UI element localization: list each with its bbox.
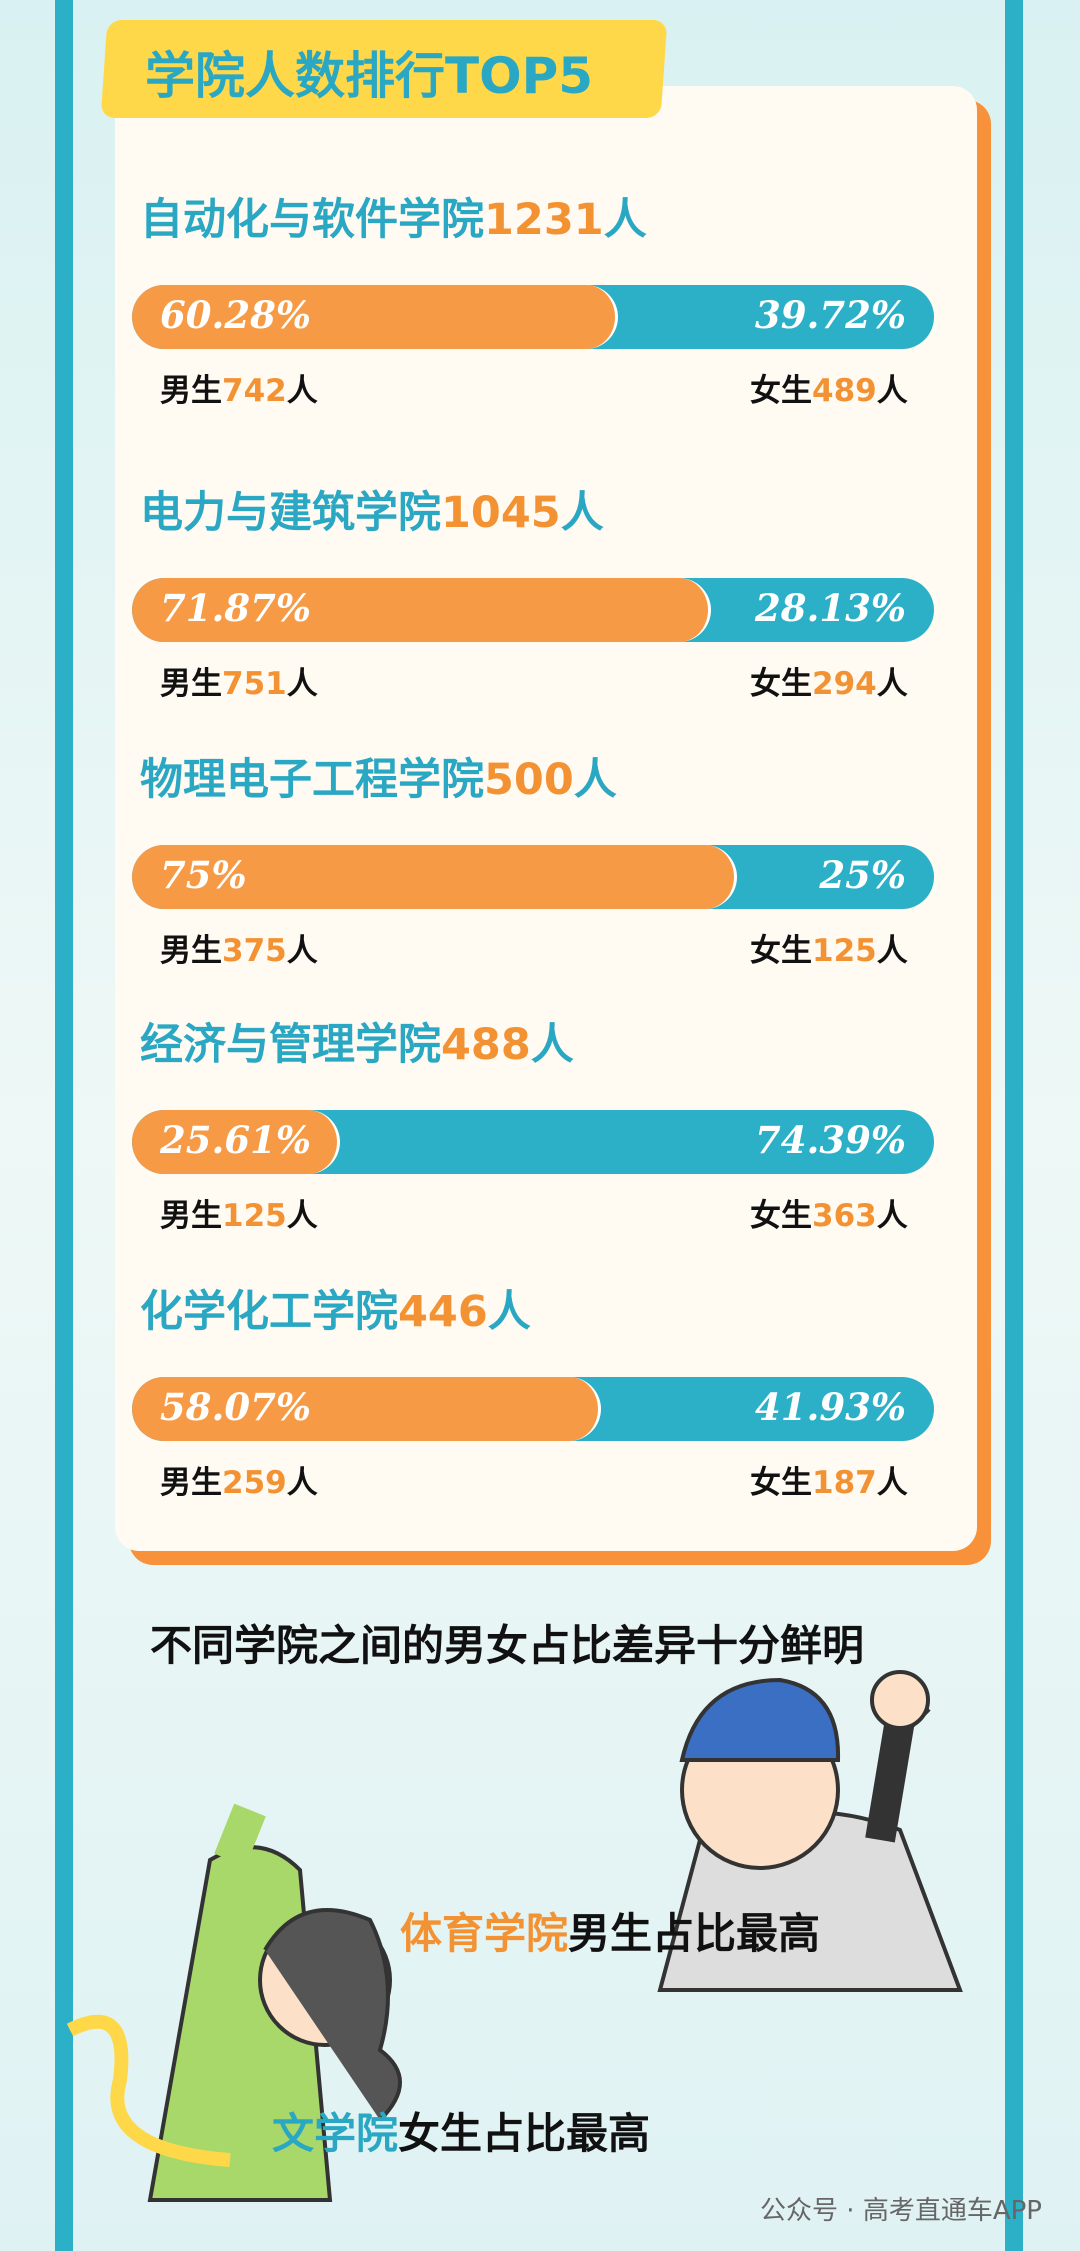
- count: 742: [222, 373, 287, 409]
- count: 187: [812, 1465, 877, 1501]
- gender: 男生: [160, 1465, 222, 1501]
- unit: 人: [573, 755, 617, 805]
- female-pct: 25%: [819, 853, 906, 897]
- unit: 人: [876, 666, 908, 702]
- male-pct: 71.87%: [160, 586, 312, 630]
- gender: 男生: [160, 933, 222, 969]
- female-count: 女生489人: [750, 365, 908, 410]
- unit: 人: [286, 1465, 318, 1501]
- male-pct: 58.07%: [160, 1385, 312, 1429]
- male-count: 男生375人: [160, 925, 318, 970]
- college-name: 电力与建筑学院1045人: [140, 478, 604, 540]
- total: 1045: [441, 488, 561, 538]
- female-count: 女生363人: [750, 1190, 908, 1235]
- female-count: 女生125人: [750, 925, 908, 970]
- total: 446: [398, 1287, 488, 1337]
- total: 500: [484, 755, 574, 805]
- count: 259: [222, 1465, 287, 1501]
- male-bar: [132, 578, 712, 642]
- male-pct: 25.61%: [160, 1118, 312, 1162]
- watermark: 公众号 · 高考直通车APP: [760, 2196, 1042, 2226]
- unit: 人: [286, 933, 318, 969]
- unit: 人: [876, 1465, 908, 1501]
- male-bar: [132, 285, 619, 349]
- gender: 女生: [750, 373, 812, 409]
- female-count: 女生187人: [750, 1457, 908, 1502]
- college: 经济与管理学院: [140, 1020, 441, 1070]
- unit: 人: [560, 488, 604, 538]
- unit: 人: [603, 195, 647, 245]
- unit: 人: [487, 1287, 531, 1337]
- male-count: 男生751人: [160, 658, 318, 703]
- female-count: 女生294人: [750, 658, 908, 703]
- gender: 男生: [160, 373, 222, 409]
- gender: 女生: [750, 933, 812, 969]
- ratio-bar: 58.07% 41.93%: [132, 1377, 934, 1441]
- male-pct: 60.28%: [160, 293, 312, 337]
- male-count: 男生259人: [160, 1457, 318, 1502]
- boy: [657, 1670, 963, 1992]
- male-bar: [132, 1377, 601, 1441]
- note: 体育学院男生占比最高: [400, 1900, 820, 1961]
- college: 物理电子工程学院: [140, 755, 484, 805]
- border-stripe: [1005, 0, 1023, 2251]
- note-highlight: 体育学院: [400, 1909, 569, 1958]
- count: 125: [222, 1198, 287, 1234]
- unit: 人: [286, 1198, 318, 1234]
- count: 294: [812, 666, 877, 702]
- count: 751: [222, 666, 287, 702]
- unit: 人: [876, 933, 908, 969]
- unit: 人: [876, 373, 908, 409]
- female-pct: 28.13%: [754, 586, 906, 630]
- count: 375: [222, 933, 287, 969]
- count: 363: [812, 1198, 877, 1234]
- college-name: 化学化工学院446人: [140, 1277, 531, 1339]
- gender: 女生: [750, 1465, 812, 1501]
- college-name: 物理电子工程学院500人: [140, 745, 617, 807]
- college-name: 经济与管理学院488人: [140, 1010, 574, 1072]
- note-text: 男生占比最高: [568, 1909, 821, 1958]
- ratio-bar: 25.61% 74.39%: [132, 1110, 934, 1174]
- brand: 高考直通车APP: [862, 2196, 1042, 2226]
- female-pct: 39.72%: [754, 293, 906, 337]
- note: 文学院女生占比最高: [272, 2100, 650, 2161]
- college: 电力与建筑学院: [140, 488, 441, 538]
- ratio-bar: 71.87% 28.13%: [132, 578, 934, 642]
- gender: 男生: [160, 666, 222, 702]
- count: 125: [812, 933, 877, 969]
- unit: 人: [530, 1020, 574, 1070]
- ratio-bar: 75% 25%: [132, 845, 934, 909]
- male-count: 男生125人: [160, 1190, 318, 1235]
- male-count: 男生742人: [160, 365, 318, 410]
- source: 公众号: [760, 2196, 839, 2226]
- ratio-bar: 60.28% 39.72%: [132, 285, 934, 349]
- note-text: 女生占比最高: [398, 2109, 651, 2158]
- college: 自动化与软件学院: [140, 195, 484, 245]
- gender: 男生: [160, 1198, 222, 1234]
- male-bar: [132, 1110, 341, 1174]
- unit: 人: [876, 1198, 908, 1234]
- summary: 不同学院之间的男女占比差异十分鲜明: [150, 1621, 865, 1670]
- count: 489: [812, 373, 877, 409]
- border-stripe: [55, 0, 73, 2251]
- total: 1231: [484, 195, 604, 245]
- gender: 女生: [750, 666, 812, 702]
- note-highlight: 文学院: [272, 2109, 399, 2158]
- male-pct: 75%: [160, 853, 247, 897]
- female-pct: 74.39%: [754, 1118, 906, 1162]
- title: 学院人数排行TOP5: [145, 47, 594, 105]
- total: 488: [441, 1020, 531, 1070]
- male-bar: [132, 845, 737, 909]
- girl: [66, 1803, 402, 2202]
- female-pct: 41.93%: [754, 1385, 906, 1429]
- unit: 人: [286, 373, 318, 409]
- unit: 人: [286, 666, 318, 702]
- gender: 女生: [750, 1198, 812, 1234]
- college: 化学化工学院: [140, 1287, 398, 1337]
- college-name: 自动化与软件学院1231人: [140, 185, 647, 247]
